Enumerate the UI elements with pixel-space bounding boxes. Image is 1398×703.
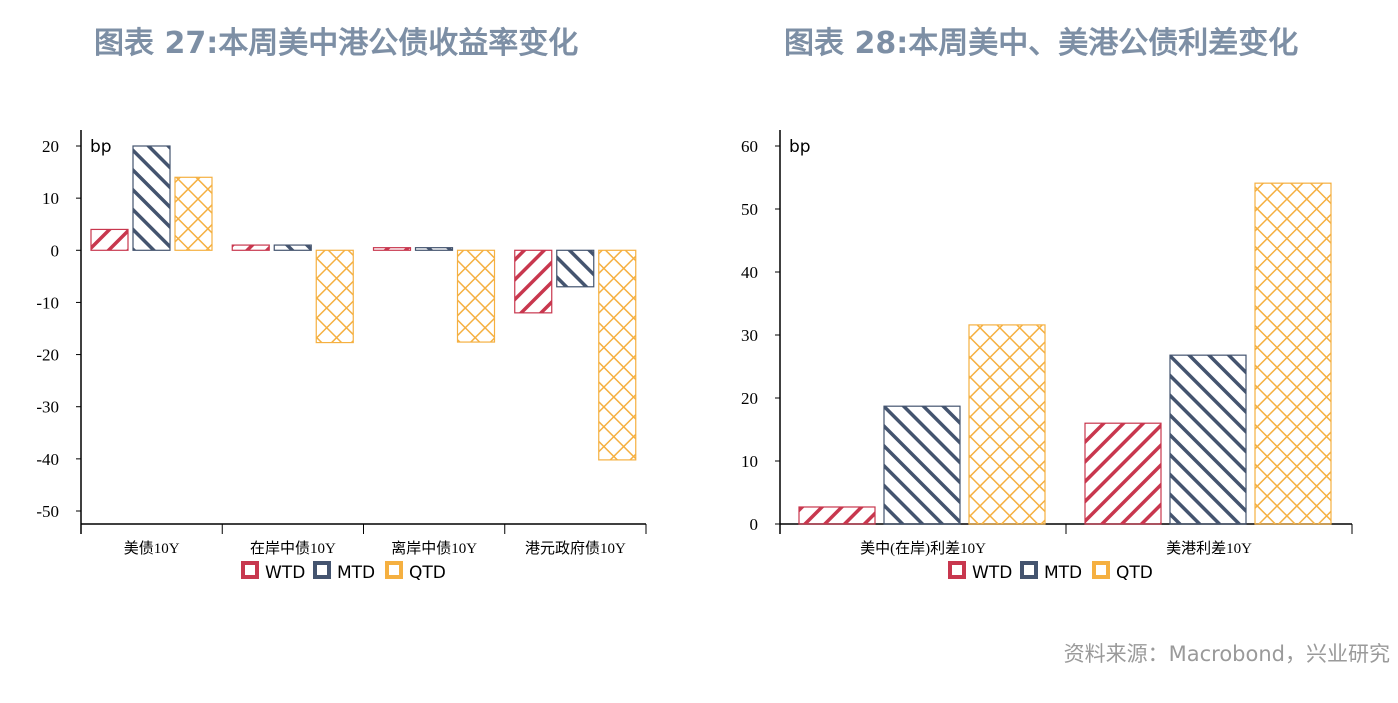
y-tick-label: -30 (36, 398, 59, 417)
bar-qtd (174, 176, 213, 251)
y-tick-label: 20 (42, 137, 59, 156)
legend-swatch-wtd (948, 561, 966, 579)
bar-mtd (273, 244, 312, 251)
x-tick-label: 美中(在岸)利差10Y (860, 540, 986, 557)
bar-wtd (372, 247, 412, 251)
y-tick-label: 60 (741, 137, 758, 156)
legend-swatch-wtd (241, 561, 259, 579)
y-tick-label: 10 (741, 452, 758, 471)
bar-wtd (798, 506, 876, 525)
bar-wtd (514, 249, 553, 314)
x-tick-label: 在岸中债10Y (250, 540, 336, 557)
y-tick-label: 30 (741, 326, 758, 345)
bar-qtd (456, 249, 496, 343)
y-tick-label: -50 (36, 502, 59, 521)
bar-mtd (1169, 354, 1247, 525)
bar-qtd (598, 249, 637, 461)
legend-swatch-qtd (1092, 561, 1110, 579)
legend-label-mtd: MTD (1044, 563, 1082, 583)
bar-qtd (968, 324, 1046, 525)
legend-label-mtd: MTD (337, 563, 375, 583)
bar-qtd (1254, 182, 1332, 525)
source-note: 资料来源：Macrobond，兴业研究 (1063, 642, 1390, 666)
y-tick-label: 0 (750, 515, 759, 534)
y-tick-label: -10 (36, 293, 59, 312)
bar-mtd (556, 249, 595, 288)
y-tick-label: 50 (741, 200, 758, 219)
x-tick-label: 美港利差10Y (1166, 540, 1252, 557)
legend-label-wtd: WTD (972, 563, 1012, 583)
bar-wtd (1084, 422, 1162, 525)
y-tick-label: 20 (741, 389, 758, 408)
chart-title-left: 图表 27:本周美中港公债收益率变化 (94, 26, 579, 61)
bar-wtd (231, 244, 270, 251)
bar-qtd (315, 249, 354, 344)
y-tick-label: 0 (51, 241, 60, 260)
legend-label-qtd: QTD (1116, 563, 1153, 583)
legend-swatch-mtd (1020, 561, 1038, 579)
x-tick-label: 港元政府债10Y (525, 540, 626, 557)
chart-title-right: 图表 28:本周美中、美港公债利差变化 (784, 26, 1299, 61)
y-tick-label: -40 (36, 450, 59, 469)
bar-mtd (414, 247, 454, 251)
legend-label-wtd: WTD (265, 563, 305, 583)
legend-label-qtd: QTD (409, 563, 446, 583)
legend-swatch-qtd (385, 561, 403, 579)
y-tick-label: 40 (741, 263, 758, 282)
bar-mtd (883, 405, 961, 525)
x-tick-label: 美债10Y (124, 540, 180, 557)
y-unit-label: bp (90, 137, 112, 157)
y-tick-label: -20 (36, 346, 59, 365)
x-tick-label: 离岸中债10Y (391, 540, 477, 557)
y-unit-label: bp (789, 137, 811, 157)
legend-swatch-mtd (313, 561, 331, 579)
bar-mtd (132, 145, 171, 251)
y-tick-label: 10 (42, 189, 59, 208)
bar-wtd (90, 228, 129, 251)
